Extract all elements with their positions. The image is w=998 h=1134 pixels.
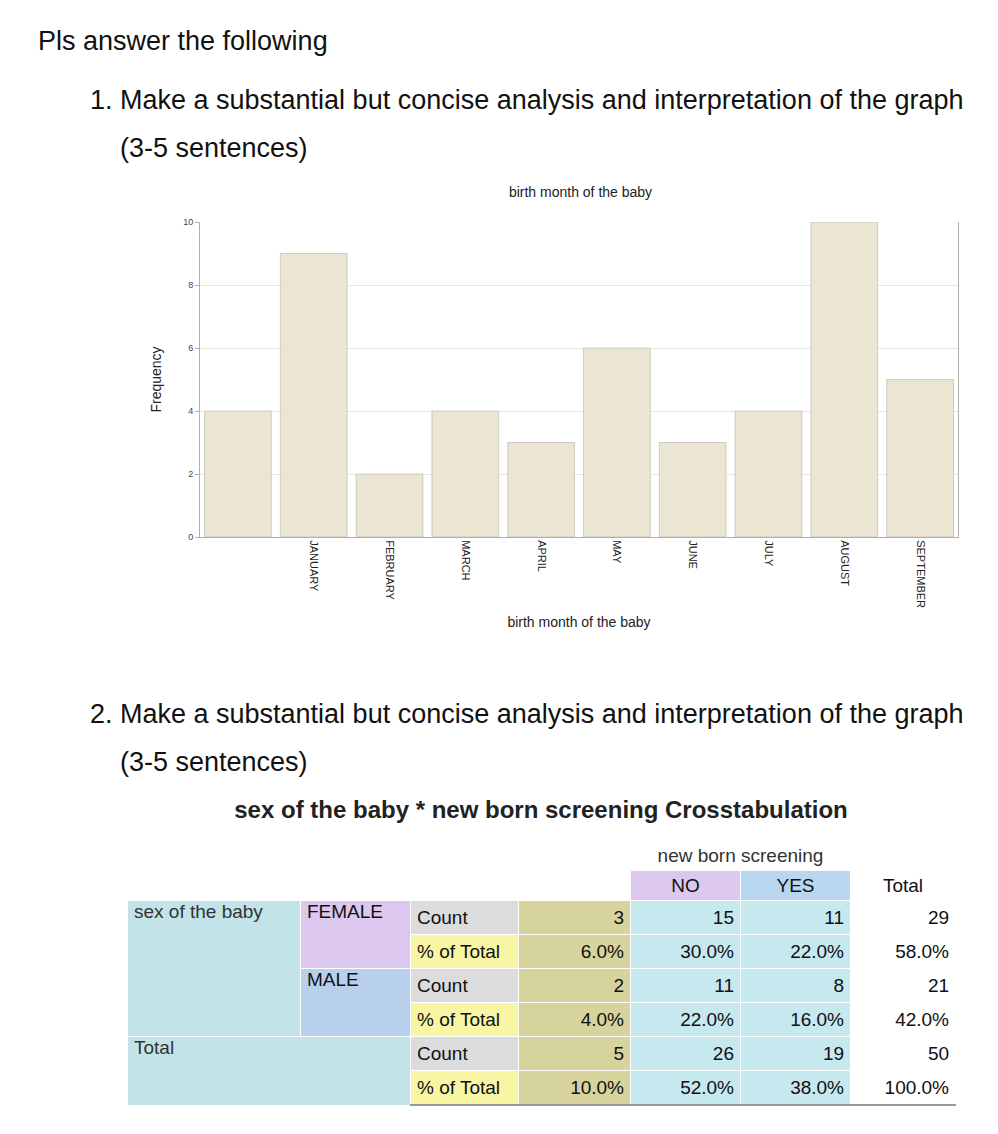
- html-text:new born screening: new born screening: [657, 844, 824, 866]
- html-text:Count: Count: [417, 1042, 468, 1064]
- html-text:MALE: MALE: [307, 969, 359, 990]
- html-text:% of Total: % of Total: [417, 1076, 501, 1098]
- html-text:19: 19: [822, 1042, 844, 1064]
- html-text:Count: Count: [417, 974, 468, 996]
- svg-text:birth month of the baby: birth month of the baby: [507, 614, 650, 630]
- html-text:22.0%: 22.0%: [680, 1008, 734, 1030]
- html-text:FEMALE: FEMALE: [307, 901, 383, 922]
- html-text:Total: Total: [134, 1037, 175, 1058]
- html-text:sex of the baby * new born scr: sex of the baby * new born screening Cro…: [234, 796, 848, 823]
- html-text:Total: Total: [882, 874, 924, 896]
- html-text:50: 50: [927, 1042, 949, 1064]
- html-text:42.0%: 42.0%: [895, 1008, 949, 1030]
- svg-text:APRIL: APRIL: [536, 540, 548, 572]
- svg-text:FEBRUARY: FEBRUARY: [384, 540, 396, 600]
- html-text:8: 8: [833, 974, 844, 996]
- svg-text:AUGUST: AUGUST: [839, 540, 851, 586]
- html-text:YES: YES: [776, 874, 815, 896]
- html-text:% of Total: % of Total: [417, 940, 501, 962]
- html-text:26: 26: [712, 1042, 734, 1064]
- svg-text:6: 6: [188, 343, 193, 353]
- html-text:1. Make a substantial but conc: 1. Make a substantial but concise analys…: [90, 85, 964, 163]
- html-text:Count: Count: [417, 906, 468, 928]
- html-text:22.0%: 22.0%: [790, 940, 844, 962]
- svg-text:birth month of the baby: birth month of the baby: [509, 184, 652, 200]
- html-text:11: 11: [714, 974, 734, 996]
- html-text:Pls answer the following: Pls answer the following: [38, 26, 328, 56]
- svg-text:SEPTEMBER: SEPTEMBER: [915, 540, 927, 608]
- html-text:29: 29: [927, 906, 949, 928]
- html-text:58.0%: 58.0%: [895, 940, 949, 962]
- svg-text:Frequency: Frequency: [148, 346, 164, 412]
- svg-text:MAY: MAY: [611, 540, 623, 564]
- html-text:sex of the baby: sex of the baby: [134, 901, 263, 922]
- html-text:4.0%: 4.0%: [580, 1008, 624, 1030]
- svg-text:JANUARY: JANUARY: [308, 540, 320, 592]
- svg-text:10: 10: [183, 217, 193, 227]
- html-text:3: 3: [613, 906, 624, 928]
- html-text:30.0%: 30.0%: [680, 940, 734, 962]
- svg-text:8: 8: [188, 280, 193, 290]
- svg-text:2: 2: [188, 469, 193, 479]
- html-text:21: 21: [927, 974, 949, 996]
- svg-text:4: 4: [188, 406, 193, 416]
- html-text:2: 2: [613, 974, 624, 996]
- html-text:6.0%: 6.0%: [580, 940, 624, 962]
- svg-text:0: 0: [188, 532, 193, 542]
- html-text:11: 11: [824, 906, 844, 928]
- html-text:15: 15: [712, 906, 734, 928]
- svg-text:JUNE: JUNE: [687, 540, 699, 569]
- html-text:5: 5: [613, 1042, 624, 1064]
- html-text:NO: NO: [671, 874, 700, 896]
- html-text:2. Make a substantial but conc: 2. Make a substantial but concise analys…: [90, 699, 964, 777]
- html-text:100.0%: 100.0%: [884, 1076, 949, 1098]
- html-text:16.0%: 16.0%: [790, 1008, 844, 1030]
- svg-text:JULY: JULY: [763, 540, 775, 567]
- html-text:52.0%: 52.0%: [680, 1076, 734, 1098]
- html-text:% of Total: % of Total: [417, 1008, 501, 1030]
- html-text:38.0%: 38.0%: [790, 1076, 844, 1098]
- html-text:10.0%: 10.0%: [570, 1076, 624, 1098]
- svg-text:MARCH: MARCH: [460, 540, 472, 580]
